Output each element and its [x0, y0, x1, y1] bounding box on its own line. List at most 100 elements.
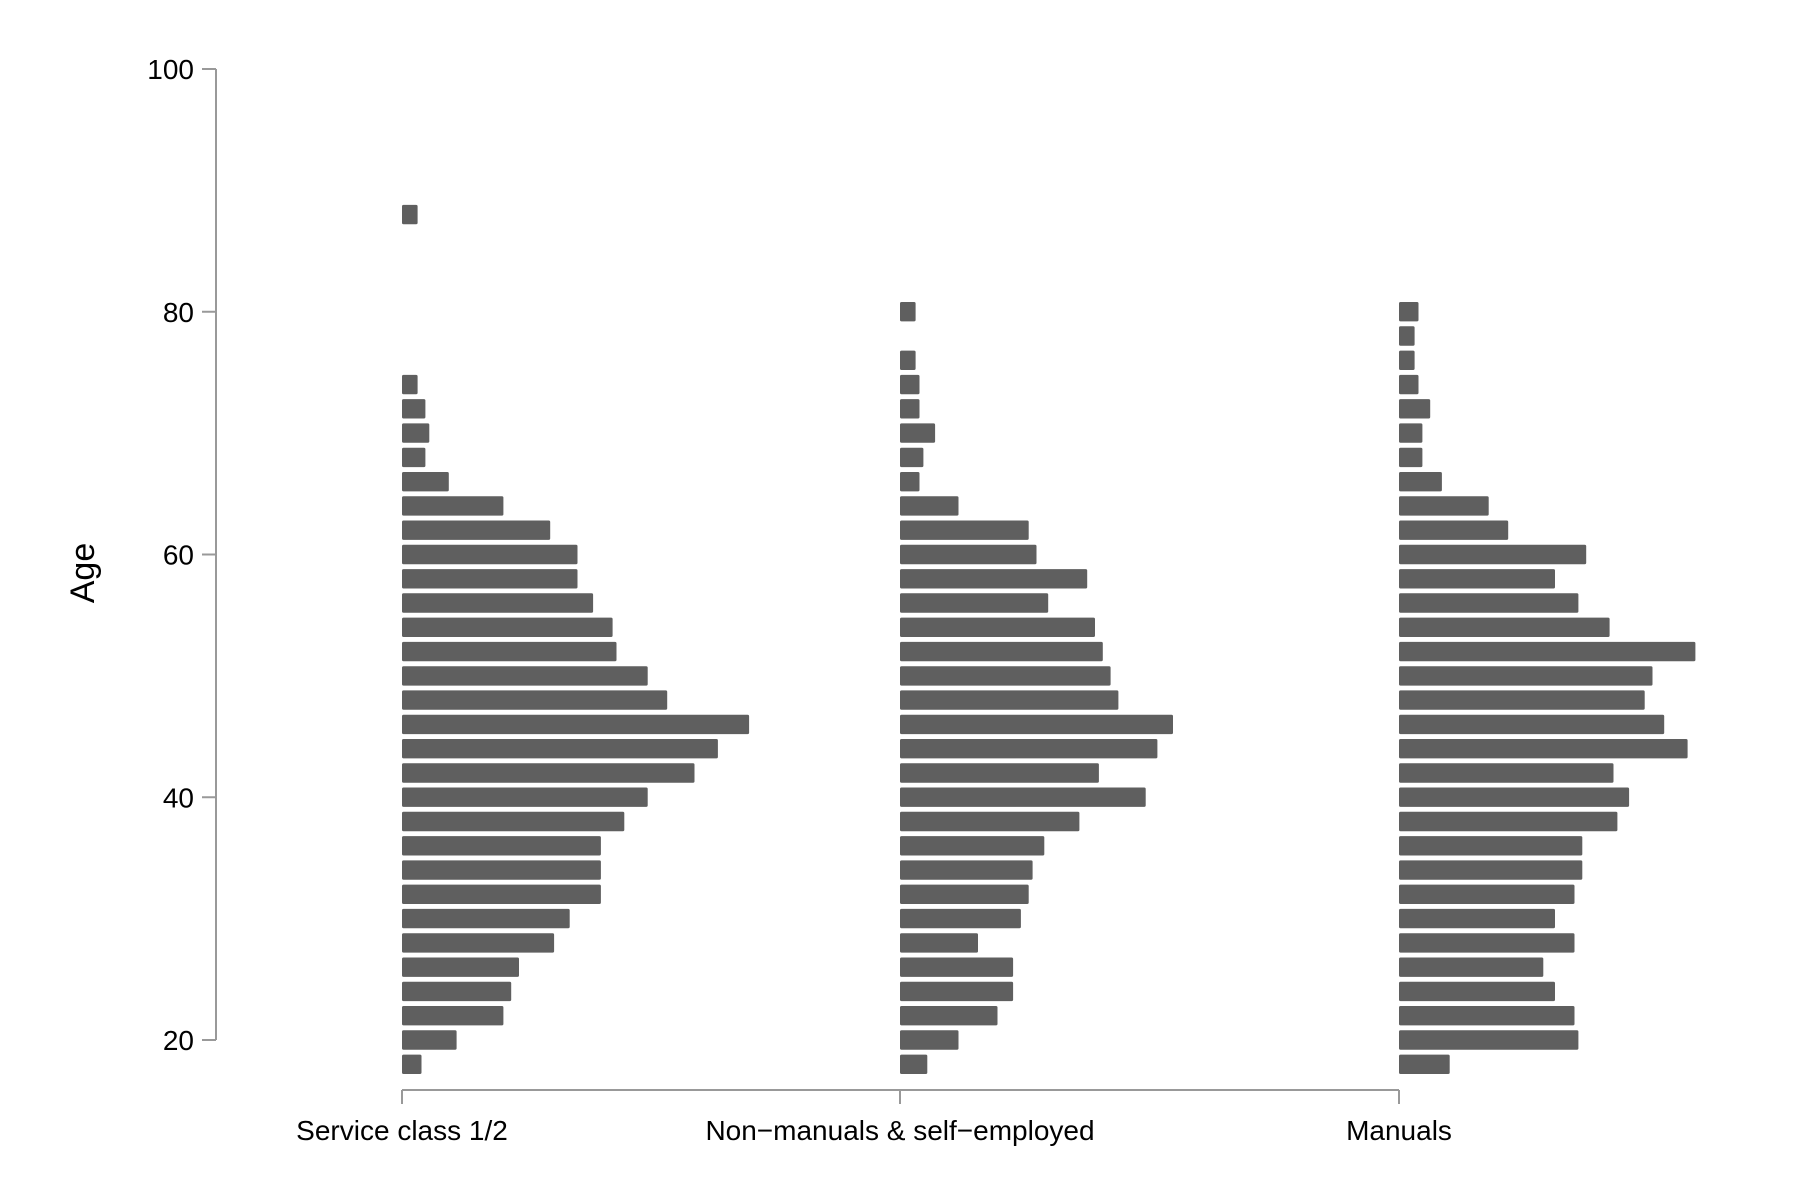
bar: [900, 933, 978, 953]
bar: [1399, 811, 1618, 832]
bar: [900, 1006, 998, 1026]
bar: [402, 472, 449, 492]
y-tick-label: 80: [163, 297, 194, 328]
bar: [1399, 787, 1630, 807]
bar: [900, 666, 1111, 686]
bar: [1399, 374, 1419, 395]
bar: [1399, 666, 1653, 686]
bar: [402, 836, 601, 856]
bar: [1399, 617, 1610, 637]
bar: [402, 933, 555, 953]
bar: [900, 496, 959, 516]
bar: [1399, 302, 1419, 322]
bar: [900, 763, 1099, 783]
bar: [402, 908, 570, 929]
bar: [900, 1030, 959, 1050]
bar-group: [900, 302, 1173, 1074]
bar-group: [1399, 302, 1696, 1074]
bar: [900, 447, 924, 468]
bar: [402, 714, 750, 735]
bar: [1399, 714, 1665, 735]
y-tick-label: 60: [163, 540, 194, 571]
bar: [900, 884, 1029, 904]
bar: [900, 981, 1014, 1002]
y-tick-label: 100: [147, 54, 194, 85]
bar: [402, 884, 601, 904]
bar: [1399, 447, 1423, 468]
bar: [402, 641, 617, 662]
bar: [900, 811, 1080, 832]
bar: [1399, 690, 1645, 710]
bar: [900, 472, 920, 492]
bar: [900, 374, 920, 395]
bar: [1399, 981, 1555, 1002]
bar: [402, 1054, 422, 1074]
bar: [402, 520, 551, 540]
y-axis: 20 40 60 80 100: [147, 54, 217, 1056]
bar: [900, 593, 1049, 613]
bar: [900, 617, 1095, 637]
bar: [900, 957, 1014, 977]
y-tick-label: 20: [163, 1025, 194, 1056]
bar: [402, 787, 648, 807]
bar: [900, 350, 916, 370]
bar: [900, 908, 1021, 929]
bar: [900, 399, 920, 419]
bar: [1399, 423, 1423, 443]
bar: [1399, 957, 1544, 977]
bar: [900, 1054, 928, 1074]
bar: [402, 811, 625, 832]
bar: [402, 204, 418, 225]
bar: [402, 739, 718, 759]
bar: [1399, 1030, 1579, 1050]
bar: [402, 860, 601, 880]
bar: [900, 836, 1045, 856]
bar: [1399, 326, 1415, 346]
bar: [1399, 569, 1555, 589]
bar: [900, 739, 1158, 759]
bar: [1399, 496, 1489, 516]
bar: [1399, 884, 1575, 904]
bar: [1399, 520, 1509, 540]
bar: [1399, 763, 1614, 783]
bar: [1399, 1054, 1450, 1074]
bar: [402, 423, 430, 443]
x-axis: Service class 1/2 Non−manuals & self−empl…: [296, 1089, 1452, 1146]
bar: [402, 690, 668, 710]
bar: [1399, 860, 1583, 880]
bar: [900, 714, 1173, 735]
bar: [402, 544, 578, 565]
bar: [900, 520, 1029, 540]
bar-group: [402, 204, 750, 1074]
bar: [900, 787, 1146, 807]
y-tick-label: 40: [163, 782, 194, 813]
bar: [402, 374, 418, 395]
x-tick-label: Service class 1/2: [296, 1115, 508, 1146]
bar: [1399, 933, 1575, 953]
bar: [402, 593, 594, 613]
bar: [402, 981, 512, 1002]
bar: [1399, 641, 1696, 662]
bar: [402, 447, 426, 468]
bar: [402, 399, 426, 419]
bars-layer: [402, 204, 1696, 1074]
x-tick-label: Manuals: [1346, 1115, 1452, 1146]
bar: [900, 302, 916, 322]
bar: [402, 496, 504, 516]
bar: [1399, 544, 1587, 565]
bar: [402, 617, 613, 637]
bar: [402, 1006, 504, 1026]
bar: [1399, 350, 1415, 370]
bar: [900, 690, 1119, 710]
bar: [1399, 739, 1688, 759]
bar: [900, 860, 1033, 880]
bar: [1399, 836, 1583, 856]
y-axis-title: Age: [64, 543, 102, 604]
bar: [1399, 593, 1579, 613]
bar: [900, 423, 936, 443]
bar: [900, 544, 1037, 565]
bar: [900, 641, 1103, 662]
x-tick-label: Non−manuals & self−employed: [705, 1115, 1094, 1146]
bar: [402, 569, 578, 589]
